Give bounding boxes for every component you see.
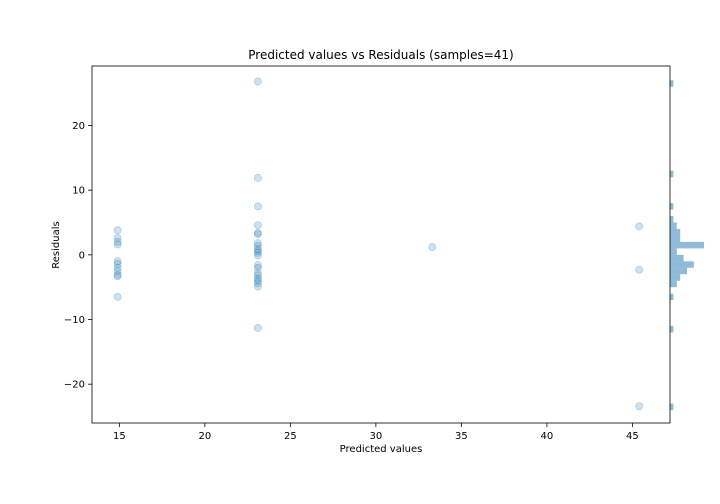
histogram-bar	[670, 235, 681, 242]
plot-area	[91, 65, 671, 424]
scatter-point	[253, 249, 262, 257]
scatter-point	[113, 270, 122, 279]
scatter-point	[635, 265, 644, 274]
chart-title: Predicted values vs Residuals (samples=4…	[248, 48, 513, 62]
scatter-point	[253, 263, 262, 272]
histogram-bar	[670, 170, 674, 178]
scatter-point	[113, 234, 122, 242]
y-tick-label: −10	[64, 315, 85, 326]
histogram-bar	[670, 267, 687, 275]
histogram-bar	[670, 203, 674, 210]
scatter-points	[113, 77, 644, 411]
x-tick-label: 20	[198, 431, 211, 442]
y-tick-label: 10	[72, 186, 85, 197]
scatter-point	[113, 292, 122, 301]
scatter-point	[253, 271, 262, 280]
scatter-point	[635, 402, 644, 411]
scatter-point	[253, 221, 262, 229]
histogram-bar	[670, 228, 681, 236]
scatter-point	[428, 243, 437, 251]
x-tick-label: 40	[541, 431, 554, 442]
scatter-point	[253, 274, 262, 283]
scatter-point	[113, 272, 122, 281]
scatter-point	[113, 263, 122, 272]
x-tick-label: 35	[455, 431, 468, 442]
y-tick-label: 0	[79, 250, 85, 261]
y-tick-label: 20	[72, 121, 85, 132]
x-tick-label: 15	[113, 431, 126, 442]
y-axis-ticks: −20 −10 0 10 20	[64, 121, 92, 391]
histogram-bar	[670, 403, 674, 411]
histogram-bar	[670, 274, 681, 281]
scatter-point	[113, 240, 122, 249]
x-axis-ticks: 15 20 25 30 35 40 45	[113, 423, 639, 442]
scatter-point	[253, 279, 262, 288]
scatter-point	[113, 260, 122, 268]
x-tick-label: 45	[626, 431, 639, 442]
histogram-bar	[670, 241, 704, 249]
y-axis-label: Residuals	[51, 221, 62, 268]
scatter-point	[635, 222, 644, 231]
y-tick-label: −20	[64, 380, 85, 391]
residual-histogram	[670, 80, 704, 411]
histogram-bar	[670, 280, 677, 288]
histogram-bar	[670, 216, 674, 223]
scatter-point	[253, 77, 262, 86]
histogram-bar	[670, 261, 694, 268]
scatter-point	[253, 282, 262, 291]
scatter-point	[253, 247, 262, 255]
histogram-bar	[670, 325, 674, 333]
scatter-point	[253, 173, 262, 182]
x-axis-label: Predicted values	[340, 444, 423, 455]
histogram-bar	[670, 80, 674, 87]
histogram-bar	[670, 293, 674, 301]
scatter-point	[253, 261, 262, 270]
scatter-point	[253, 228, 262, 237]
histogram-bar	[670, 248, 677, 255]
scatter-point	[253, 269, 262, 277]
scatter-point	[253, 251, 262, 260]
x-tick-label: 25	[284, 431, 297, 442]
scatter-point	[113, 267, 122, 275]
scatter-point	[253, 239, 262, 248]
scatter-point	[253, 324, 262, 332]
scatter-point	[253, 241, 262, 250]
scatter-point	[253, 245, 262, 253]
histogram-bar	[670, 254, 684, 262]
histogram-bar	[670, 222, 677, 229]
scatter-point	[113, 226, 122, 235]
scatter-point	[253, 230, 262, 239]
scatter-point	[253, 202, 262, 211]
scatter-point	[253, 276, 262, 285]
x-tick-label: 30	[370, 431, 383, 442]
scatter-point	[113, 257, 122, 266]
scatter-point	[113, 238, 122, 246]
